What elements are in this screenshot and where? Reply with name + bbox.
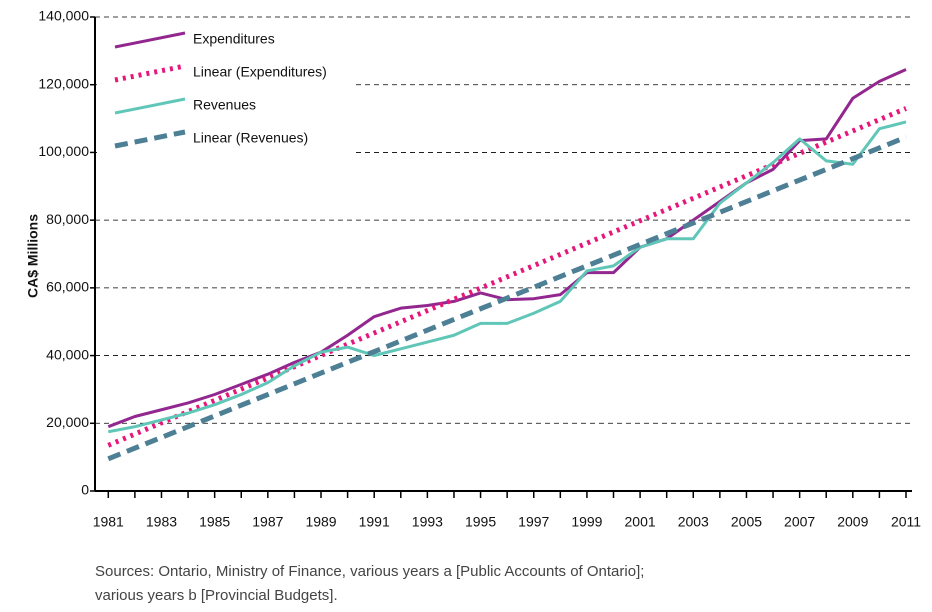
y-tick-label: 80,000 (46, 211, 89, 227)
legend-swatch (114, 97, 186, 115)
legend-box (97, 24, 355, 160)
legend-label: Linear (Revenues) (193, 130, 308, 146)
source-note: Sources: Ontario, Ministry of Finance, v… (95, 563, 644, 580)
x-tick-label: 1993 (412, 514, 443, 530)
series-line (107, 106, 907, 448)
x-tick-label: 1995 (465, 514, 496, 530)
y-axis-label: CA$ Millions (25, 214, 41, 298)
legend-swatch (114, 31, 186, 49)
x-tick-label: 2003 (678, 514, 709, 530)
x-tick-label: 2001 (625, 514, 656, 530)
x-tick-label: 2011 (891, 514, 921, 530)
legend-swatch (114, 129, 186, 149)
y-tick-label: 120,000 (38, 75, 89, 91)
x-tick-label: 1999 (571, 514, 602, 530)
x-tick-label: 1997 (518, 514, 549, 530)
series-line (108, 120, 907, 434)
x-tick-label: 1991 (359, 514, 390, 530)
y-tick-label: 0 (81, 482, 89, 498)
y-tick-label: 40,000 (46, 346, 89, 362)
legend-label: Revenues (193, 97, 256, 113)
legend-label: Expenditures (193, 31, 275, 47)
x-tick-label: 1989 (305, 514, 336, 530)
x-tick-label: 1981 (93, 514, 124, 530)
x-tick-label: 2005 (731, 514, 762, 530)
x-tick-label: 2007 (784, 514, 815, 530)
y-tick-label: 100,000 (38, 143, 89, 159)
x-tick-label: 1983 (146, 514, 177, 530)
y-tick-label: 140,000 (38, 8, 89, 24)
y-tick-label: 20,000 (46, 414, 89, 430)
legend: Expenditures Linear (Expenditures) Revenue… (97, 24, 355, 160)
x-tick-label: 2009 (837, 514, 868, 530)
source-note: various years b [Provincial Budgets]. (95, 587, 338, 604)
x-tick-label: 1985 (199, 514, 230, 530)
series-line (107, 134, 907, 462)
legend-label: Linear (Expenditures) (193, 64, 327, 80)
y-tick-label: 60,000 (46, 279, 89, 295)
x-tick-label: 1987 (252, 514, 283, 530)
